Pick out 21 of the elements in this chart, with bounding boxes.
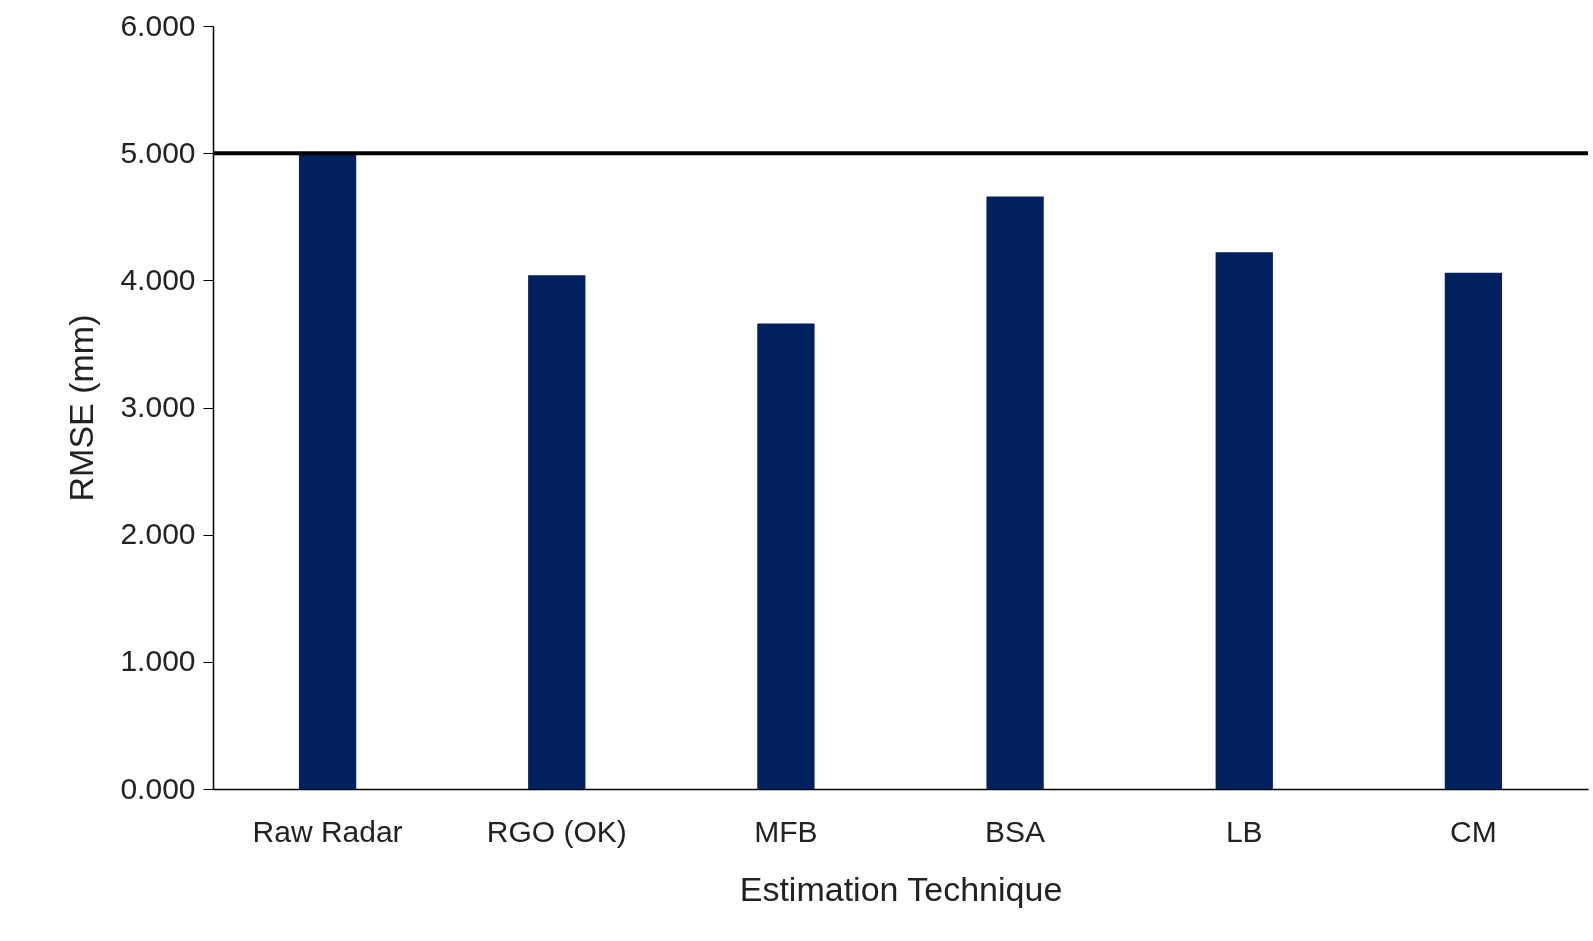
y-tick-label: 5.000 xyxy=(120,135,196,169)
bar xyxy=(986,196,1044,789)
x-tick-label: BSA xyxy=(985,814,1046,848)
bar xyxy=(1215,252,1273,789)
bar xyxy=(298,153,357,789)
y-tick-label: 6.000 xyxy=(120,8,196,42)
x-tick-label: CM xyxy=(1450,814,1497,848)
x-tick-label: MFB xyxy=(754,814,818,848)
bar xyxy=(757,323,815,789)
y-tick-label: 3.000 xyxy=(120,390,196,423)
x-tick-label: Raw Radar xyxy=(252,814,403,848)
y-tick-label: 4.000 xyxy=(120,262,196,296)
x-tick-label: RGO (OK) xyxy=(486,814,627,848)
y-tick-label: 1.000 xyxy=(120,644,196,678)
y-tick-label: 2.000 xyxy=(120,517,196,551)
y-axis-title: RMSE (mm) xyxy=(62,314,101,502)
y-tick-label: 0.000 xyxy=(120,771,196,805)
x-axis-title: Estimation Technique xyxy=(739,869,1063,908)
bar xyxy=(1444,272,1503,789)
x-tick-label: LB xyxy=(1225,814,1263,848)
bar xyxy=(528,275,586,789)
